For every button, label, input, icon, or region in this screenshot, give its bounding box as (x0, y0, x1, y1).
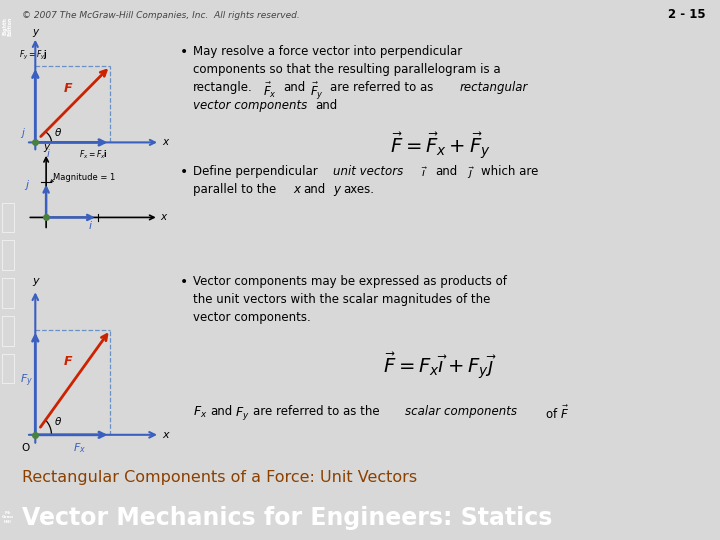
Text: y: y (32, 27, 38, 37)
Text: Mc
Graw
Hill: Mc Graw Hill (1, 511, 14, 524)
Text: parallel to the: parallel to the (193, 183, 276, 196)
Text: rectangle.: rectangle. (193, 81, 253, 94)
Text: Define perpendicular: Define perpendicular (193, 165, 318, 178)
Text: •: • (180, 275, 188, 289)
Text: $\vec{\imath}$: $\vec{\imath}$ (421, 165, 428, 179)
Text: $F_y$: $F_y$ (20, 373, 33, 389)
Text: i: i (89, 221, 91, 231)
Text: $\vec{\jmath}$: $\vec{\jmath}$ (467, 165, 475, 181)
Text: y: y (32, 276, 39, 286)
Text: of $\vec{F}$: of $\vec{F}$ (545, 405, 569, 422)
Text: Magnitude = 1: Magnitude = 1 (53, 173, 115, 182)
Bar (1, 354, 14, 383)
Text: $\vec{F} = \vec{F}_x + \vec{F}_y$: $\vec{F} = \vec{F}_x + \vec{F}_y$ (390, 130, 490, 161)
Text: © 2007 The McGraw-Hill Companies, Inc.  All rights reserved.: © 2007 The McGraw-Hill Companies, Inc. A… (22, 10, 300, 19)
Text: j: j (22, 127, 24, 138)
Text: $F_x{=}F_x\mathbf{i}$: $F_x{=}F_x\mathbf{i}$ (78, 148, 107, 160)
Text: which are: which are (481, 165, 539, 178)
Text: and: and (283, 81, 305, 94)
Bar (1, 278, 14, 308)
Text: $F_x$: $F_x$ (193, 405, 207, 420)
Text: the unit vectors with the scalar magnitudes of the: the unit vectors with the scalar magnitu… (193, 293, 490, 306)
Text: x: x (293, 183, 300, 196)
Text: and: and (303, 183, 325, 196)
Text: Eighth
Edition: Eighth Edition (2, 16, 13, 36)
Text: x: x (162, 137, 168, 147)
Text: O: O (22, 443, 30, 453)
Text: $\theta$: $\theta$ (54, 415, 62, 427)
Text: $F_x$: $F_x$ (73, 441, 86, 455)
Text: •: • (180, 165, 188, 179)
Text: j: j (25, 180, 29, 191)
Text: unit vectors: unit vectors (333, 165, 403, 178)
Text: scalar components: scalar components (405, 405, 517, 418)
Text: May resolve a force vector into perpendicular: May resolve a force vector into perpendi… (193, 45, 462, 58)
Text: 2 - 15: 2 - 15 (668, 9, 706, 22)
Text: i: i (47, 149, 50, 159)
Text: $F_y$: $F_y$ (235, 405, 249, 422)
Text: vector components.: vector components. (193, 311, 311, 324)
Text: x: x (161, 212, 166, 222)
Text: $\theta$: $\theta$ (54, 126, 62, 138)
Text: Vector components may be expressed as products of: Vector components may be expressed as pr… (193, 275, 507, 288)
Text: vector components: vector components (193, 99, 307, 112)
Text: $\vec{F}_x$: $\vec{F}_x$ (263, 81, 276, 100)
Bar (1, 240, 14, 270)
Text: Vector Mechanics for Engineers: Statics: Vector Mechanics for Engineers: Statics (22, 505, 552, 530)
Text: F: F (64, 82, 73, 94)
Text: axes.: axes. (343, 183, 374, 196)
Text: F: F (64, 355, 73, 368)
Text: Rectangular Components of a Force: Unit Vectors: Rectangular Components of a Force: Unit … (22, 470, 417, 485)
Text: rectangular: rectangular (460, 81, 528, 94)
Text: $F_y{=}F_y\mathbf{j}$: $F_y{=}F_y\mathbf{j}$ (19, 49, 48, 62)
Text: components so that the resulting parallelogram is a: components so that the resulting paralle… (193, 63, 500, 76)
Text: and: and (315, 99, 337, 112)
Text: x: x (162, 430, 169, 440)
Text: are referred to as the: are referred to as the (253, 405, 379, 418)
Bar (1, 202, 14, 232)
Text: are referred to as: are referred to as (330, 81, 433, 94)
Text: and: and (435, 165, 457, 178)
Text: y: y (333, 183, 340, 196)
Text: $\vec{F} = F_x\vec{\imath} + F_y\vec{\jmath}$: $\vec{F} = F_x\vec{\imath} + F_y\vec{\jm… (383, 350, 497, 381)
Text: and: and (210, 405, 233, 418)
Text: •: • (180, 45, 188, 59)
Bar (1, 316, 14, 346)
Text: $\vec{F}_y$: $\vec{F}_y$ (310, 81, 324, 102)
Text: y: y (43, 141, 49, 152)
